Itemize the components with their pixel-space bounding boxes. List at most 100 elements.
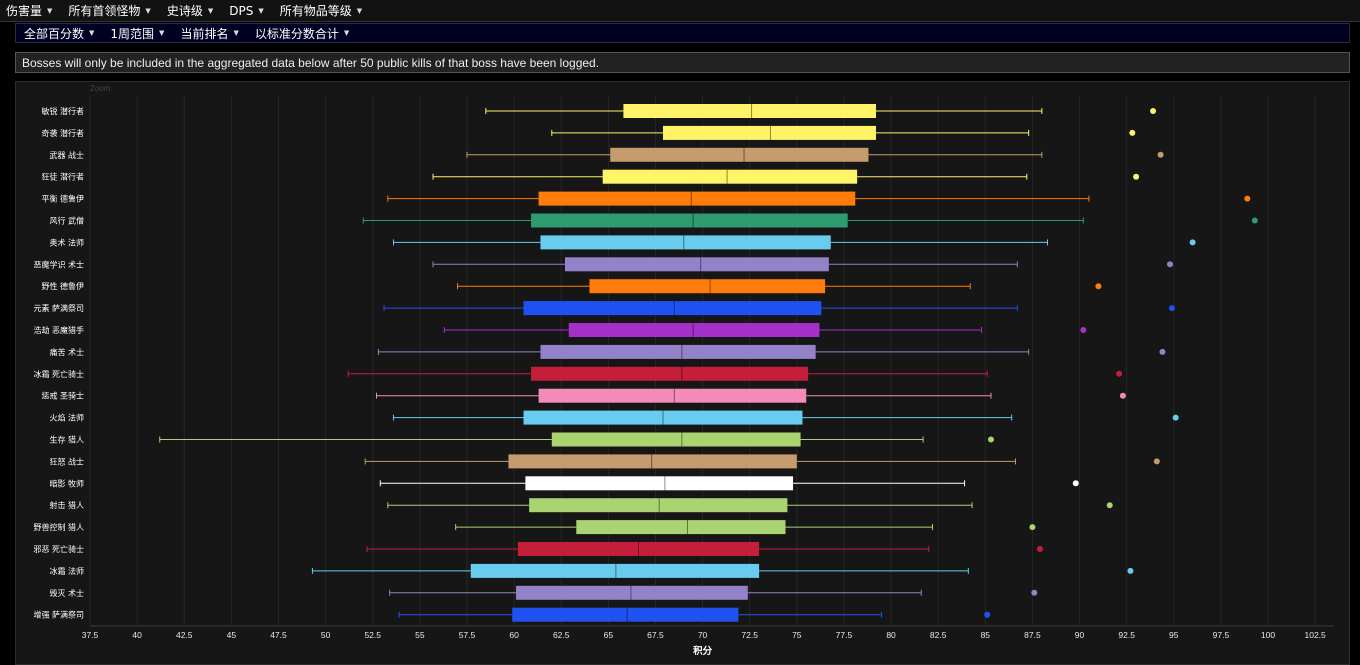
x-tick-label: 42.5 <box>176 630 193 640</box>
y-category-label: 火焰 法师 <box>49 413 84 423</box>
iqr-box <box>538 191 856 206</box>
outlier-point <box>1172 414 1179 421</box>
outlier-point <box>1106 502 1113 509</box>
x-tick-label: 37.5 <box>82 630 99 640</box>
y-category-label: 痛苦 术士 <box>49 347 84 357</box>
y-category-label: 狂徒 潜行者 <box>41 172 84 182</box>
x-tick-label: 70 <box>698 630 708 640</box>
x-tick-label: 100 <box>1261 630 1275 640</box>
iqr-box <box>523 301 822 316</box>
iqr-box <box>564 257 829 272</box>
aggregate-dropdown[interactable]: 以标准分数合计 ▼ <box>255 25 349 42</box>
y-category-label: 生存 猎人 <box>49 435 84 445</box>
x-tick-label: 57.5 <box>459 630 476 640</box>
outlier-point <box>1167 261 1174 268</box>
x-tick-label: 60 <box>509 630 519 640</box>
iqr-box <box>551 432 801 447</box>
outlier-point <box>1168 305 1175 312</box>
iqr-box <box>623 104 876 118</box>
outlier-point <box>1244 195 1251 202</box>
y-category-label: 元素 萨满祭司 <box>33 303 84 313</box>
outlier-point <box>1129 129 1136 136</box>
x-tick-label: 50 <box>321 630 331 640</box>
aggregate-dropdown-label: 以标准分数合计 <box>254 26 339 41</box>
difficulty-dropdown[interactable]: 史诗级 ▼ <box>167 2 213 19</box>
metric-dropdown[interactable]: 伤害量 ▼ <box>6 2 52 19</box>
x-tick-label: 65 <box>604 630 614 640</box>
outlier-point <box>987 436 994 443</box>
role-dropdown[interactable]: DPS ▼ <box>229 4 263 18</box>
y-category-label: 武器 战士 <box>49 150 84 160</box>
outlier-point <box>1031 589 1038 596</box>
iqr-box <box>531 366 809 381</box>
outlier-point <box>1029 524 1036 531</box>
outlier-point <box>1095 283 1102 290</box>
y-category-label: 敏锐 潜行者 <box>41 106 84 116</box>
x-axis-title: 积分 <box>693 645 713 657</box>
zoom-label[interactable]: Zoom <box>90 84 111 93</box>
chevron-down-icon: ▼ <box>207 6 214 15</box>
chevron-down-icon: ▼ <box>159 29 165 37</box>
chevron-down-icon: ▼ <box>145 6 151 15</box>
x-tick-label: 80 <box>886 630 896 640</box>
x-tick-label: 102.5 <box>1305 630 1327 640</box>
boss-dropdown-label: 所有首领怪物 <box>68 4 141 18</box>
iqr-box <box>576 520 786 535</box>
x-tick-label: 97.5 <box>1213 630 1230 640</box>
timeframe-dropdown-label: 1周范围 <box>110 26 155 41</box>
y-category-label: 增强 萨满祭司 <box>33 610 84 620</box>
iqr-box <box>523 410 803 425</box>
x-tick-label: 87.5 <box>1024 630 1041 640</box>
difficulty-dropdown-label: 史诗级 <box>166 4 203 18</box>
notice-text: Bosses will only be included in the aggr… <box>22 55 600 70</box>
outlier-point <box>1072 480 1079 487</box>
chevron-down-icon: ▼ <box>47 6 53 15</box>
y-category-label: 射击 猎人 <box>49 500 84 510</box>
outlier-point <box>1036 546 1043 552</box>
metric-dropdown-label: 伤害量 <box>6 4 43 18</box>
iqr-box <box>517 542 760 556</box>
iqr-box <box>568 323 820 337</box>
iqr-box <box>512 607 739 622</box>
outlier-point <box>1251 217 1258 224</box>
iqr-box <box>662 125 876 140</box>
y-category-label: 奇袭 潜行者 <box>41 128 84 138</box>
y-category-label: 浩劫 恶魔猎手 <box>33 325 84 335</box>
y-category-label: 冰霜 死亡骑士 <box>33 369 84 379</box>
item-level-dropdown-label: 所有物品等级 <box>279 4 352 18</box>
ranking-dropdown[interactable]: 当前排名 ▼ <box>180 25 238 42</box>
y-category-label: 恶魔学识 术士 <box>33 259 84 269</box>
outlier-point <box>1153 458 1160 465</box>
outlier-point <box>1159 348 1166 355</box>
timeframe-dropdown[interactable]: 1周范围 ▼ <box>110 25 164 42</box>
outlier-point <box>1150 108 1157 114</box>
y-category-label: 野性 德鲁伊 <box>41 281 84 291</box>
y-category-label: 狂怒 战士 <box>49 456 84 466</box>
y-category-label: 暗影 牧师 <box>49 478 84 488</box>
iqr-box <box>602 169 858 184</box>
iqr-box <box>515 585 748 600</box>
x-tick-label: 77.5 <box>836 630 853 640</box>
chevron-down-icon: ▼ <box>258 6 264 15</box>
ranking-dropdown-label: 当前排名 <box>180 26 229 41</box>
iqr-box <box>508 454 797 469</box>
x-tick-label: 67.5 <box>647 630 664 640</box>
chevron-down-icon: ▼ <box>356 6 363 15</box>
boss-dropdown[interactable]: 所有首领怪物 ▼ <box>68 2 150 19</box>
iqr-box <box>540 344 816 359</box>
x-tick-label: 85 <box>981 630 991 640</box>
outlier-point <box>1133 173 1140 180</box>
percentile-dropdown[interactable]: 全部百分数 ▼ <box>24 25 94 42</box>
iqr-box <box>531 213 848 228</box>
item-level-dropdown[interactable]: 所有物品等级 ▼ <box>280 2 362 19</box>
x-tick-label: 72.5 <box>741 630 758 640</box>
outlier-point <box>1080 327 1087 333</box>
y-category-label: 邪恶 死亡骑士 <box>33 544 84 554</box>
x-tick-label: 75 <box>792 630 802 640</box>
y-category-label: 野兽控制 猎人 <box>33 522 84 532</box>
y-category-label: 奥术 法师 <box>49 237 84 247</box>
iqr-box <box>470 563 760 578</box>
sub-menu-bar: 全部百分数 ▼ 1周范围 ▼ 当前排名 ▼ 以标准分数合计 ▼ <box>15 23 1350 43</box>
y-category-label: 毁灭 术士 <box>49 588 84 598</box>
